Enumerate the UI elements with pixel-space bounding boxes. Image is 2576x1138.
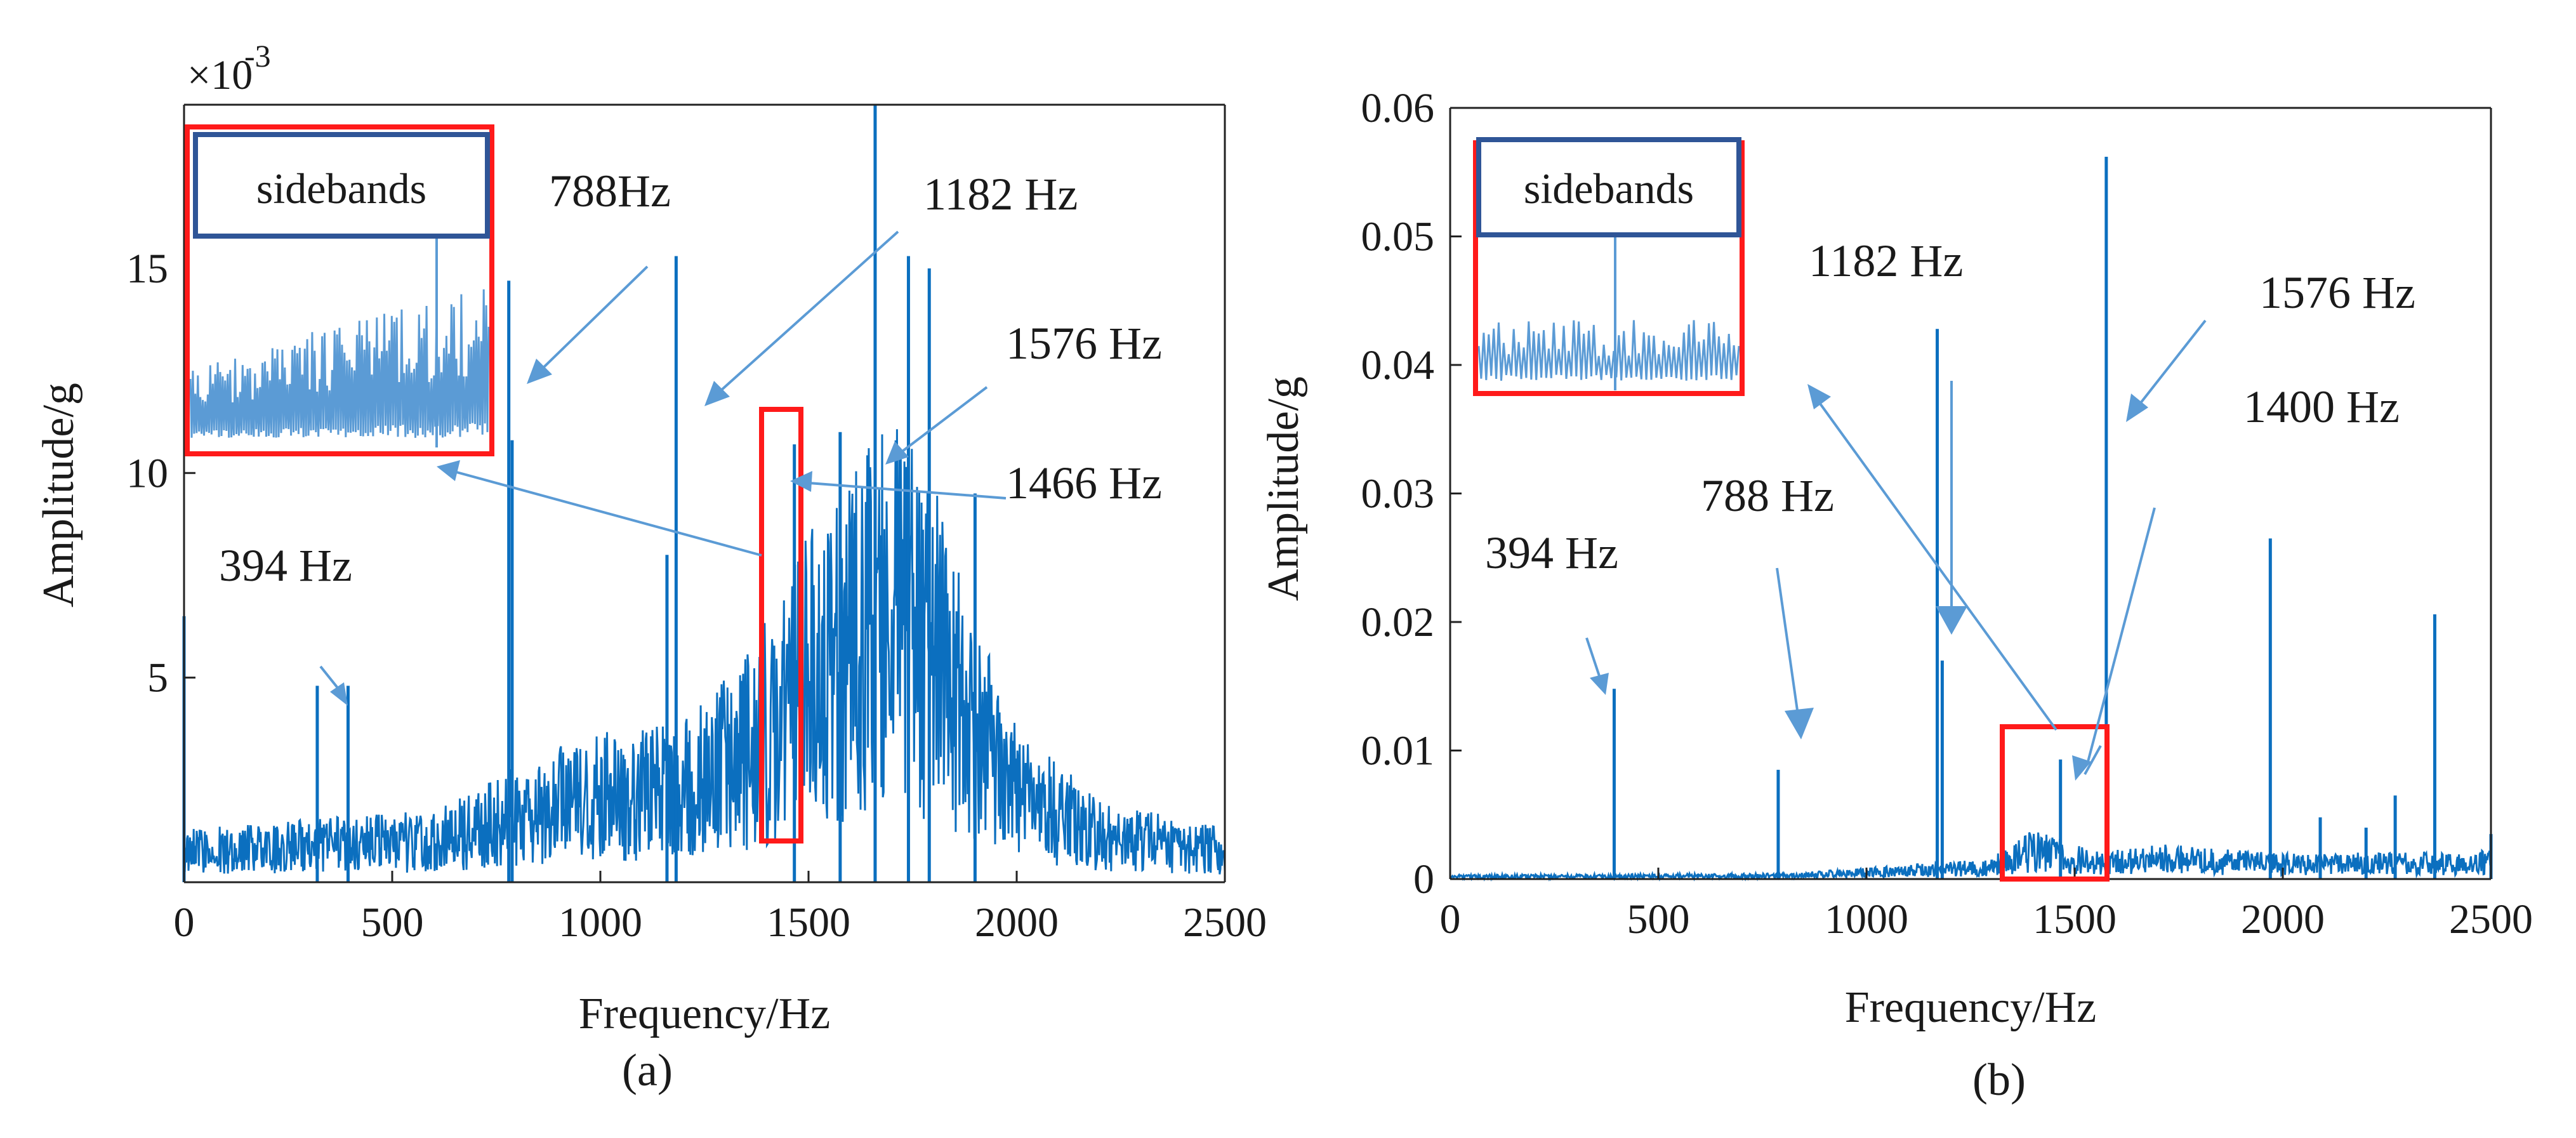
arrowhead-a-1182	[704, 381, 730, 406]
y-tick-label-b-4: 0.04	[1361, 342, 1435, 388]
y-tick-label-a-2: 15	[126, 246, 168, 292]
panel-a-y-axis-title: Amplitude/g	[34, 383, 83, 607]
panel-b-label-1182hz: 1182 Hz	[1809, 235, 1963, 286]
panel-a-label-1466hz: 1466 Hz	[1006, 458, 1162, 508]
y-tick-label-a-1: 10	[126, 450, 168, 496]
arrow-a-1466	[800, 481, 1007, 500]
arrow-a-sidebands	[447, 468, 762, 557]
panel-a-sidebands-label: sidebands	[256, 164, 426, 213]
x-tick-label-a-500: 500	[361, 899, 424, 946]
arrow-a-1576	[894, 386, 988, 458]
panel-b-ticks: 0 500 1000 1500 2000 2500 0 0.01 0.02 0.03 0.04 0.0…	[1361, 85, 2533, 943]
x-tick-label-b-1500: 1500	[2033, 896, 2117, 943]
arrowhead-b-1182	[1936, 606, 1967, 635]
y-tick-label-a-0: 5	[147, 655, 168, 701]
arrow-a-1182	[713, 230, 899, 398]
panel-a: 0 500 1000 1500 2000 2500 5 10 15 ×10 -3 Frequen…	[34, 38, 1267, 1095]
x-tick-label-a-1000: 1000	[558, 899, 642, 946]
x-tick-label-b-500: 500	[1627, 896, 1690, 943]
panel-b-sidebands-label-box	[1476, 137, 1741, 237]
panel-a-x-axis-title: Frequency/Hz	[579, 989, 831, 1038]
panel-b-label-1400hz: 1400 Hz	[2243, 381, 2400, 432]
arrow-b-1400	[2087, 507, 2156, 762]
panel-a-label-1576hz: 1576 Hz	[1006, 318, 1162, 369]
x-tick-label-b-0: 0	[1440, 896, 1461, 943]
arrow-b-sidebands	[1814, 395, 2057, 731]
panel-a-y-multiplier: ×10	[187, 52, 253, 98]
panel-a-noise-trace	[183, 429, 1226, 875]
x-tick-label-a-0: 0	[174, 899, 195, 946]
arrow-b-1400-tip	[2084, 745, 2102, 775]
panel-b-label-394hz: 394 Hz	[1485, 527, 1618, 578]
panel-a-inset-frame	[185, 124, 494, 456]
x-tick-label-a-1500: 1500	[767, 899, 850, 946]
panel-a-label-394hz: 394 Hz	[219, 540, 352, 591]
panel-b-arrows	[1585, 319, 2207, 781]
arrowhead-b-sidebands	[1807, 384, 1831, 409]
panel-a-y-multiplier-exponent: -3	[244, 38, 271, 74]
panel-a-highlight-box	[759, 407, 803, 844]
arrowhead-a-788	[527, 359, 552, 384]
x-tick-label-b-2500: 2500	[2449, 896, 2533, 943]
panel-a-arrows	[319, 230, 1007, 706]
x-tick-label-a-2000: 2000	[975, 899, 1059, 946]
y-tick-label-b-0: 0	[1413, 856, 1434, 903]
sideband-trace-b	[1477, 320, 1740, 381]
sideband-trace-a	[189, 289, 490, 438]
panel-b-sidebands-label: sidebands	[1524, 164, 1694, 213]
panel-a-ticks: 0 500 1000 1500 2000 2500 5 10 15	[126, 246, 1267, 946]
y-tick-label-b-3: 0.03	[1361, 471, 1435, 517]
x-tick-label-b-1000: 1000	[1825, 896, 1908, 943]
panel-b-noise-trace	[1450, 832, 2492, 882]
panel-b-label-1576hz: 1576 Hz	[2259, 267, 2415, 318]
panel-a-caption: (a)	[622, 1045, 673, 1095]
arrowhead-a-394	[330, 682, 348, 706]
arrowhead-a-sidebands	[437, 460, 460, 481]
arrowhead-a-1466	[790, 471, 812, 492]
y-tick-label-b-6: 0.06	[1361, 85, 1435, 131]
arrow-b-788	[1776, 567, 1800, 724]
panel-a-sidebands-label-box	[193, 132, 490, 239]
arrow-b-1576	[2134, 319, 2207, 411]
panel-a-spectrum	[182, 105, 1226, 882]
panel-b-x-axis-title: Frequency/Hz	[1845, 983, 2097, 1032]
panel-b-label-788hz: 788 Hz	[1701, 470, 1834, 521]
panel-a-label-788hz: 788Hz	[549, 166, 671, 216]
panel-b-y-axis-title: Amplitude/g	[1259, 376, 1308, 601]
arrowhead-b-788	[1785, 708, 1814, 739]
arrowhead-b-1400	[2072, 755, 2091, 781]
panel-b: 0 500 1000 1500 2000 2500 0 0.01 0.02 0.03 0.04 0.0…	[1259, 85, 2533, 1105]
y-tick-label-b-2: 0.02	[1361, 599, 1435, 645]
y-tick-label-b-1: 0.01	[1361, 728, 1435, 774]
panel-a-label-1182hz: 1182 Hz	[923, 169, 1078, 220]
arrowhead-b-394	[1590, 673, 1609, 695]
arrowhead-a-1576	[885, 441, 909, 465]
x-tick-label-a-2500: 2500	[1183, 899, 1267, 946]
arrow-a-788	[535, 265, 649, 376]
arrowhead-b-1576	[2126, 394, 2148, 422]
panel-b-caption: (b)	[1972, 1054, 2026, 1105]
y-tick-label-b-5: 0.05	[1361, 214, 1435, 260]
x-tick-label-b-2000: 2000	[2241, 896, 2325, 943]
